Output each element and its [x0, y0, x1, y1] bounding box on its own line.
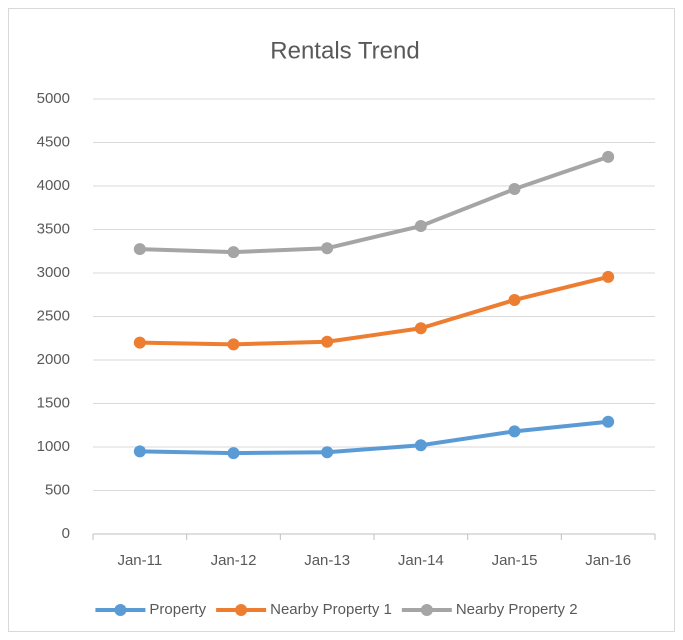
- point: [602, 150, 615, 163]
- x-tick-label: Jan-12: [211, 552, 257, 569]
- x-tick-label: Jan-11: [117, 552, 162, 569]
- x-tick-label: Jan-16: [585, 552, 631, 569]
- legend-marker: [235, 604, 248, 616]
- chart-frame: [8, 8, 675, 632]
- point: [414, 439, 427, 452]
- point: [508, 183, 521, 196]
- y-tick-label: 0: [62, 525, 70, 542]
- point: [414, 322, 427, 335]
- legend-label: Nearby Property 2: [456, 601, 578, 618]
- y-tick-label: 1500: [37, 394, 70, 411]
- chart-title: Rentals Trend: [270, 37, 419, 64]
- x-tick-label: Jan-14: [398, 552, 444, 569]
- y-tick-label: 2000: [37, 351, 70, 368]
- point: [508, 425, 521, 438]
- point: [602, 415, 615, 428]
- series-line: [139, 419, 609, 456]
- point: [133, 336, 146, 349]
- legend-marker: [114, 604, 127, 616]
- legend-marker: [420, 604, 433, 616]
- series-line: [139, 274, 609, 347]
- legend-label: Property: [149, 601, 206, 618]
- point: [602, 270, 615, 283]
- point: [321, 242, 334, 255]
- point: [508, 293, 521, 306]
- x-tick-label: Jan-13: [304, 552, 350, 569]
- point: [414, 220, 427, 233]
- y-tick-label: 4500: [37, 133, 70, 150]
- y-tick-label: 1000: [37, 438, 70, 455]
- point: [321, 335, 334, 348]
- y-tick-label: 5000: [37, 90, 70, 107]
- y-tick-label: 2500: [37, 307, 70, 324]
- y-tick-label: 500: [45, 481, 70, 498]
- point: [227, 338, 240, 351]
- point: [133, 243, 146, 256]
- point: [321, 446, 334, 459]
- series-line: [139, 154, 609, 255]
- point: [227, 246, 240, 259]
- x-tick-label: Jan-15: [492, 552, 538, 569]
- y-tick-label: 3500: [37, 220, 70, 237]
- point: [133, 445, 146, 458]
- legend-label: Nearby Property 1: [270, 601, 392, 618]
- y-tick-label: 4000: [37, 177, 70, 194]
- point: [227, 447, 240, 460]
- y-tick-label: 3000: [37, 264, 70, 281]
